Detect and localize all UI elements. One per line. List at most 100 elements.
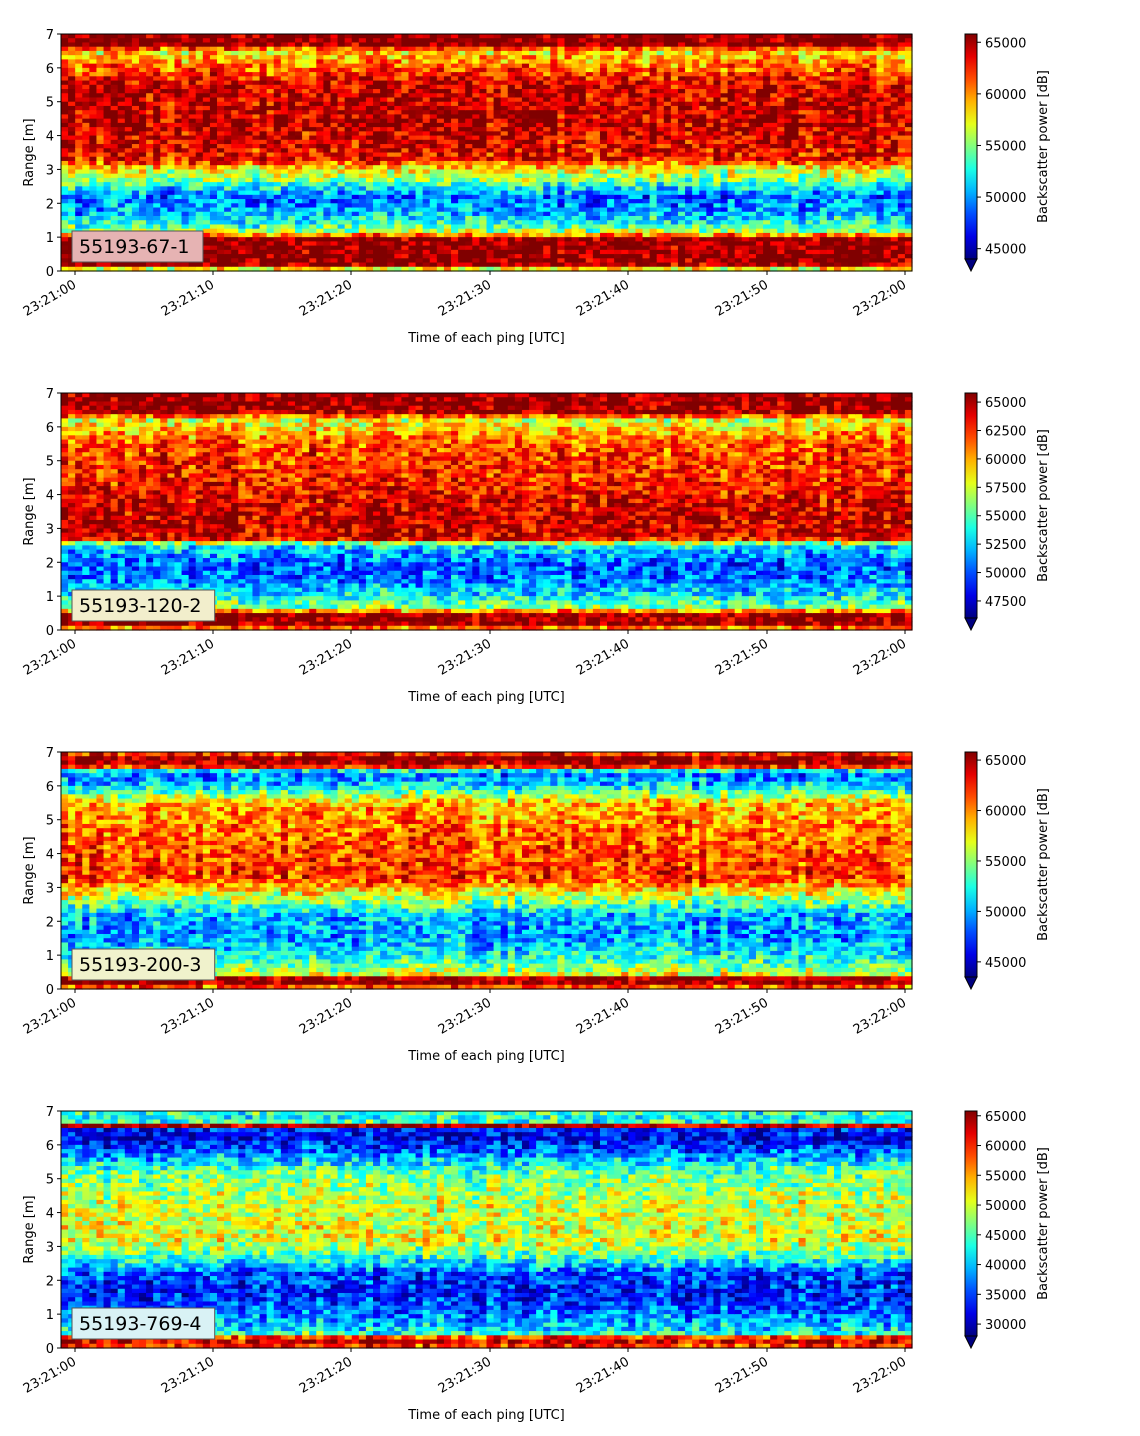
heatmap-cell — [359, 178, 367, 183]
heatmap-cell — [274, 114, 282, 119]
heatmap-cell — [522, 127, 530, 132]
heatmap-cell — [330, 203, 338, 208]
heatmap-cell — [153, 64, 161, 69]
heatmap-cell — [295, 47, 303, 52]
heatmap-cell — [643, 254, 651, 259]
heatmap-cell — [643, 93, 651, 98]
heatmap-cell — [267, 182, 275, 187]
heatmap-cell — [245, 114, 253, 119]
heatmap-cell — [579, 106, 587, 111]
heatmap-cell — [217, 89, 225, 94]
heatmap-cell — [451, 182, 459, 187]
heatmap-cell — [224, 153, 232, 158]
heatmap-cell — [614, 140, 622, 145]
heatmap-cell — [380, 85, 388, 90]
heatmap-cell — [607, 93, 615, 98]
heatmap-cell — [338, 148, 346, 153]
heatmap-cell — [671, 34, 679, 39]
heatmap-cell — [614, 114, 622, 119]
heatmap-cell — [139, 38, 147, 43]
heatmap-cell — [89, 59, 97, 64]
heatmap-cell — [593, 38, 601, 43]
heatmap-cell — [494, 157, 502, 162]
heatmap-cell — [139, 136, 147, 141]
heatmap-cell — [366, 144, 374, 149]
heatmap-cell — [550, 148, 558, 153]
heatmap-cell — [600, 59, 608, 64]
heatmap-cell — [550, 174, 558, 179]
heatmap-cell — [210, 182, 218, 187]
heatmap-cell — [245, 68, 253, 73]
heatmap-cell — [650, 144, 658, 149]
heatmap-cell — [373, 131, 381, 136]
heatmap-cell — [437, 97, 445, 102]
heatmap-cell — [352, 199, 360, 204]
heatmap-cell — [657, 165, 665, 170]
heatmap-cell — [501, 131, 509, 136]
heatmap-cell — [557, 55, 565, 60]
heatmap-cell — [650, 114, 658, 119]
heatmap-cell — [203, 191, 211, 196]
heatmap-cell — [628, 59, 636, 64]
heatmap-cell — [657, 136, 665, 141]
heatmap-cell — [529, 68, 537, 73]
heatmap-cell — [465, 229, 473, 234]
heatmap-cell — [68, 195, 76, 200]
heatmap-cell — [522, 64, 530, 69]
heatmap-cell — [416, 38, 424, 43]
heatmap-cell — [515, 47, 523, 52]
heatmap-cell — [118, 68, 126, 73]
heatmap-cell — [245, 220, 253, 225]
heatmap-cell — [68, 119, 76, 124]
heatmap-cell — [664, 42, 672, 47]
heatmap-cell — [238, 93, 246, 98]
heatmap-cell — [302, 246, 310, 251]
heatmap-cell — [267, 208, 275, 213]
heatmap-cell — [572, 102, 580, 107]
heatmap-cell — [643, 157, 651, 162]
heatmap-cell — [664, 250, 672, 255]
heatmap-cell — [167, 64, 175, 69]
heatmap-cell — [458, 42, 466, 47]
heatmap-cell — [316, 254, 324, 259]
heatmap-cell — [586, 89, 594, 94]
heatmap-cell — [572, 42, 580, 47]
heatmap-cell — [444, 34, 452, 39]
heatmap-cell — [366, 68, 374, 73]
heatmap-cell — [557, 119, 565, 124]
heatmap-cell — [593, 195, 601, 200]
heatmap-cell — [366, 136, 374, 141]
heatmap-cell — [160, 51, 168, 56]
heatmap-cell — [281, 97, 289, 102]
heatmap-cell — [323, 220, 331, 225]
heatmap-cell — [231, 64, 239, 69]
heatmap-cell — [557, 199, 565, 204]
heatmap-cell — [153, 51, 161, 56]
heatmap-cell — [501, 258, 509, 263]
heatmap-cell — [330, 81, 338, 86]
heatmap-cell — [338, 246, 346, 251]
heatmap-cell — [628, 250, 636, 255]
heatmap-cell — [494, 127, 502, 132]
heatmap-cell — [281, 216, 289, 221]
heatmap-cell — [671, 76, 679, 81]
heatmap-cell — [302, 127, 310, 132]
heatmap-cell — [479, 59, 487, 64]
heatmap-cell — [203, 237, 211, 242]
heatmap-cell — [387, 178, 395, 183]
heatmap-cell — [401, 254, 409, 259]
heatmap-cell — [664, 76, 672, 81]
heatmap-cell — [295, 208, 303, 213]
heatmap-cell — [288, 153, 296, 158]
heatmap-cell — [238, 178, 246, 183]
heatmap-cell — [245, 178, 253, 183]
heatmap-cell — [621, 123, 629, 128]
heatmap-cell — [231, 203, 239, 208]
heatmap-cell — [678, 47, 686, 52]
heatmap-cell — [430, 144, 438, 149]
heatmap-cell — [196, 182, 204, 187]
heatmap-cell — [252, 136, 260, 141]
heatmap-cell — [359, 114, 367, 119]
heatmap-cell — [309, 59, 317, 64]
heatmap-cell — [274, 123, 282, 128]
